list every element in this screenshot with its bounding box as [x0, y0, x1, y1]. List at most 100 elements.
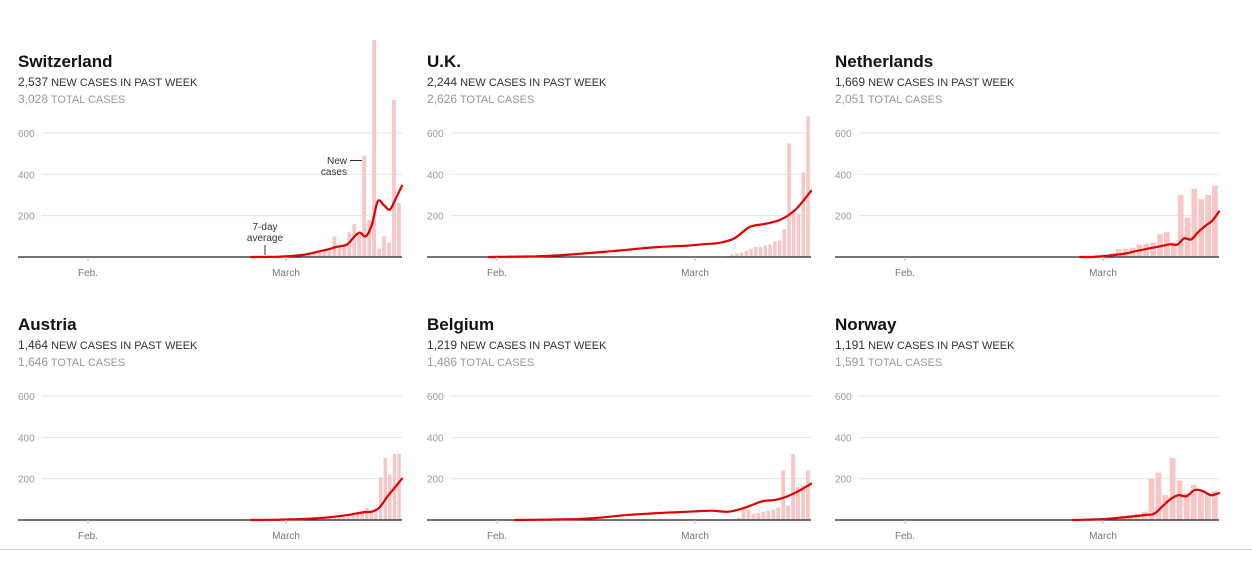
- x-tick-label: March: [272, 268, 300, 279]
- new-cases-bar: [361, 513, 364, 520]
- x-tick-label: Feb.: [895, 268, 915, 279]
- y-tick-label: 200: [427, 475, 444, 486]
- y-tick-label: 400: [427, 433, 444, 444]
- new-cases-bar: [749, 249, 753, 257]
- y-tick-label: 200: [18, 212, 35, 223]
- new-cases-bar: [356, 514, 359, 520]
- new-cases-bar: [1192, 189, 1198, 257]
- new-cases-bar: [773, 242, 777, 258]
- y-tick-label: 400: [835, 170, 852, 181]
- new-cases-bar: [357, 234, 361, 257]
- new-cases-bar: [747, 510, 751, 520]
- y-tick-label: 200: [835, 475, 852, 486]
- new-cases-bar: [745, 251, 749, 257]
- chart-plot: 600 400 200 Feb. March: [835, 315, 1225, 575]
- y-tick-label: 400: [18, 170, 35, 181]
- seven-day-average-line: [1080, 212, 1219, 258]
- new-cases-bar: [397, 203, 401, 257]
- new-cases-bar: [802, 172, 806, 257]
- y-tick-label: 600: [18, 392, 35, 403]
- chart-plot: 600 400 200 Feb. March: [18, 315, 408, 575]
- new-cases-bar: [387, 243, 391, 258]
- x-tick-label: March: [1089, 531, 1117, 542]
- line-annotation-line2: average: [247, 233, 284, 244]
- line-annotation-line1: 7-day: [252, 222, 277, 233]
- new-cases-bar: [392, 100, 396, 257]
- seven-day-average-line: [489, 191, 811, 257]
- new-cases-bar: [352, 224, 356, 257]
- y-tick-label: 600: [427, 392, 444, 403]
- y-tick-label: 400: [427, 170, 444, 181]
- new-cases-bar: [351, 516, 354, 521]
- y-tick-label: 200: [835, 212, 852, 223]
- new-cases-bar: [1205, 493, 1211, 520]
- new-cases-bar: [768, 245, 772, 257]
- new-cases-bar: [783, 229, 787, 257]
- new-cases-bar: [1163, 495, 1169, 520]
- new-cases-bar: [776, 508, 780, 520]
- new-cases-bar: [797, 214, 801, 257]
- bar-series: [278, 40, 401, 257]
- new-cases-bar: [388, 475, 391, 521]
- new-cases-bar: [787, 143, 791, 257]
- y-tick-label: 600: [835, 392, 852, 403]
- new-cases-bar: [362, 156, 366, 257]
- new-cases-bar: [806, 470, 810, 520]
- y-tick-label: 200: [427, 212, 444, 223]
- bar-series: [712, 454, 810, 520]
- seven-day-average-line: [1073, 490, 1219, 520]
- x-tick-label: Feb.: [78, 268, 98, 279]
- new-cases-bar: [1150, 243, 1156, 258]
- new-cases-bar: [762, 512, 766, 520]
- x-tick-label: March: [1089, 268, 1117, 279]
- bar-annotation-line2: cases: [321, 167, 347, 178]
- new-cases-bar: [377, 249, 381, 257]
- chart-plot: 600 400 200 Feb. March: [427, 52, 817, 312]
- bar-annotation-line1: New: [327, 156, 348, 167]
- new-cases-bar: [757, 513, 761, 520]
- y-tick-label: 600: [18, 129, 35, 140]
- new-cases-bar: [384, 458, 387, 520]
- bar-series: [1075, 186, 1218, 257]
- y-tick-label: 600: [427, 129, 444, 140]
- x-tick-label: Feb.: [487, 531, 507, 542]
- y-tick-label: 200: [18, 475, 35, 486]
- x-tick-label: Feb.: [895, 531, 915, 542]
- new-cases-bar: [764, 246, 768, 257]
- new-cases-bar: [1177, 481, 1183, 520]
- new-cases-bar: [781, 470, 785, 520]
- new-cases-bar: [1198, 492, 1204, 520]
- new-cases-bar: [766, 511, 770, 520]
- new-cases-bar: [740, 253, 744, 258]
- new-cases-bar: [374, 511, 377, 520]
- new-cases-bar: [759, 247, 763, 257]
- new-cases-bar: [771, 510, 775, 520]
- new-cases-bar: [397, 454, 400, 520]
- new-cases-bar: [791, 454, 795, 520]
- y-tick-label: 400: [835, 433, 852, 444]
- bar-series: [305, 454, 401, 520]
- x-tick-label: March: [681, 268, 709, 279]
- new-cases-bar: [1178, 195, 1184, 257]
- new-cases-bar: [786, 506, 790, 521]
- x-tick-label: Feb.: [78, 531, 98, 542]
- chart-plot: 600 400 200 Feb. March: [835, 52, 1225, 312]
- y-tick-label: 400: [18, 433, 35, 444]
- x-tick-label: Feb.: [487, 268, 507, 279]
- new-cases-bar: [379, 478, 382, 520]
- new-cases-bar: [778, 241, 782, 258]
- bar-series: [707, 117, 810, 258]
- new-cases-bar: [365, 508, 368, 520]
- x-tick-label: March: [272, 531, 300, 542]
- x-tick-label: March: [681, 531, 709, 542]
- new-cases-bar: [754, 247, 758, 257]
- y-tick-label: 600: [835, 129, 852, 140]
- new-cases-bar: [382, 236, 386, 257]
